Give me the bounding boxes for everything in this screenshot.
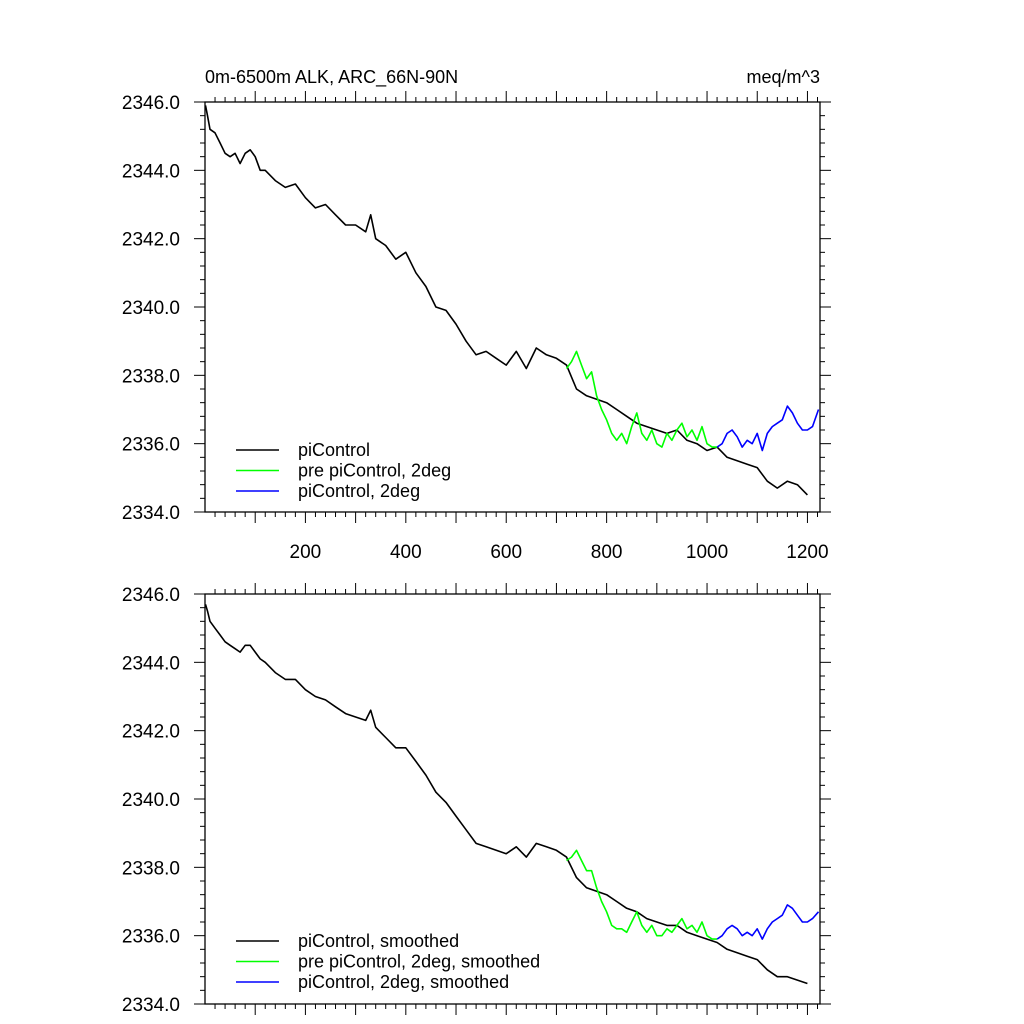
y-tick-label: 2346.0 (122, 93, 180, 114)
x-tick-label: 600 (490, 542, 522, 563)
panel-bottom: 2334.0 2336.0 2338.0 2340.0 2342.0 2344.0 2346… (122, 583, 831, 1016)
y-tick-label: 2342.0 (122, 722, 180, 743)
y-tick-label: 2340.0 (122, 790, 180, 811)
y-tick-label: 2336.0 (122, 435, 180, 456)
series-line-2 (565, 350, 718, 448)
x-tick-label: 1200 (786, 542, 828, 563)
panel-top: 0m-6500m ALK, ARC_66N-90N meq/m^3 2334.0… (122, 67, 831, 563)
series-line-3 (716, 904, 820, 940)
x-tick-label: 800 (591, 542, 623, 563)
series-line-2 (566, 849, 718, 940)
units-label: meq/m^3 (747, 67, 820, 87)
series-line-1 (204, 604, 808, 985)
legend-label: pre piControl, 2deg, smoothed (298, 952, 540, 972)
legend-label: pre piControl, 2deg (298, 461, 451, 481)
y-tick-label: 2340.0 (122, 298, 180, 319)
y-tick-label: 2344.0 (122, 161, 180, 182)
y-tick-label: 2334.0 (122, 503, 180, 524)
series-line-3 (716, 405, 820, 452)
chart-title: 0m-6500m ALK, ARC_66N-90N (205, 67, 458, 88)
x-tick-label: 1000 (686, 542, 728, 563)
y-tick-label: 2346.0 (122, 585, 180, 606)
legend-label: piControl (298, 440, 370, 460)
x-tick-label: 400 (390, 542, 422, 563)
y-tick-label: 2334.0 (122, 995, 180, 1016)
y-tick-label: 2338.0 (122, 366, 180, 387)
y-tick-label: 2338.0 (122, 858, 180, 879)
y-tick-label: 2336.0 (122, 927, 180, 948)
x-tick-label: 200 (290, 542, 322, 563)
series-line-1 (204, 105, 808, 496)
y-tick-label: 2342.0 (122, 230, 180, 251)
legend-label: piControl, smoothed (298, 931, 459, 951)
legend-label: piControl, 2deg, smoothed (298, 972, 509, 992)
y-tick-label: 2344.0 (122, 653, 180, 674)
legend-label: piControl, 2deg (298, 481, 420, 501)
